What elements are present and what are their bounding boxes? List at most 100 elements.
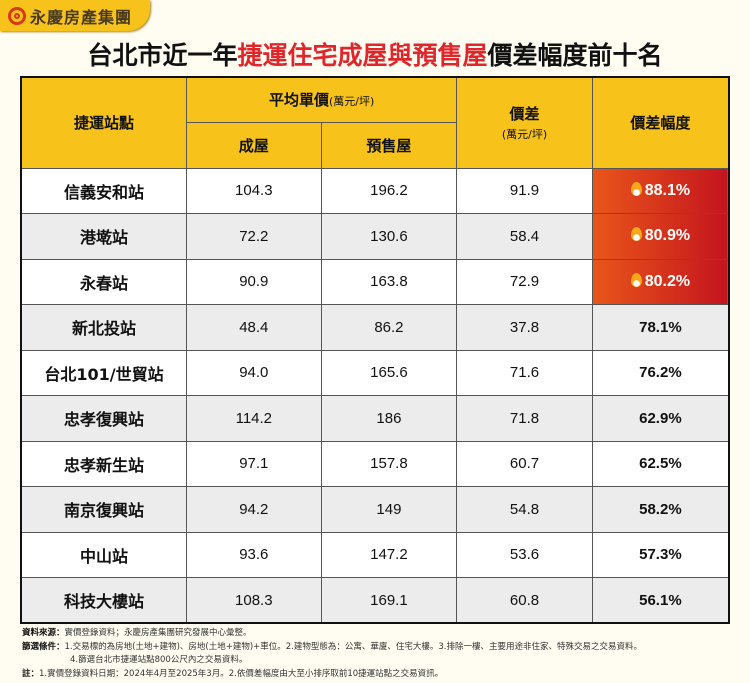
existing-price-cell: 90.9 — [186, 258, 322, 305]
diff-label: 價差 — [509, 105, 540, 124]
presale-price-cell: 163.8 — [320, 258, 458, 305]
header-pct: 價差幅度 — [591, 76, 730, 169]
diff-cell-text: 53.6 — [509, 546, 540, 564]
table-row: 港墘站 72.2 130.6 58.4 80.9% — [20, 213, 730, 260]
presale-price-cell-text: 147.2 — [370, 546, 408, 564]
pct-cell-text: 62.5% — [639, 455, 682, 473]
pct-cell: 56.1% — [591, 577, 730, 624]
table-row: 忠孝復興站 114.2 186 71.8 62.9% — [20, 395, 730, 442]
station-cell: 信義安和站 — [20, 167, 187, 214]
diff-cell: 71.6 — [456, 349, 593, 396]
diff-cell: 60.7 — [456, 440, 593, 487]
station-cell: 台北101/世貿站 — [20, 349, 187, 396]
brand-logo: 永慶房產集團 — [0, 0, 150, 31]
filter-text-2: 4.篩選台北市捷運站點800公尺內之交易資料。 — [70, 655, 248, 665]
presale-price-cell: 169.1 — [320, 577, 458, 624]
note-text: 1.實價登錄資料日期：2024年4月至2025年3月。2.依價差幅度由大至小排序… — [39, 668, 444, 679]
presale-price-cell-text: 196.2 — [370, 182, 408, 200]
station-cell: 中山站 — [20, 531, 187, 578]
presale-price-cell-text: 149 — [376, 500, 402, 518]
title-highlight: 捷運住宅成屋與預售屋 — [237, 41, 488, 70]
existing-price-cell-text: 90.9 — [239, 273, 269, 291]
station-cell: 忠孝復興站 — [20, 395, 187, 442]
station-cell-text: 中山站 — [79, 546, 128, 566]
station-cell: 新北投站 — [20, 304, 187, 351]
note-label: 註： — [22, 668, 40, 679]
logo-icon — [8, 6, 26, 25]
presale-price-cell: 196.2 — [320, 167, 458, 214]
presale-price-cell-text: 186 — [376, 409, 402, 427]
existing-price-cell: 94.2 — [186, 486, 322, 533]
presale-price-cell-text: 169.1 — [370, 591, 408, 609]
station-cell-text: 新北投站 — [71, 319, 136, 339]
station-cell-text: 科技大樓站 — [63, 592, 144, 611]
existing-price-cell-text: 94.0 — [239, 364, 269, 382]
header-diff: 價差 (萬元/坪) — [456, 76, 593, 169]
table-row: 信義安和站 104.3 196.2 91.9 88.1% — [20, 167, 730, 214]
source-label: 資料來源： — [22, 628, 65, 638]
pct-cell-text: 57.3% — [639, 546, 682, 564]
pct-cell-text: 58.2% — [639, 500, 682, 518]
diff-cell-text: 58.4 — [509, 227, 540, 245]
diff-cell: 37.8 — [456, 304, 593, 351]
pct-cell-text: 56.1% — [639, 591, 682, 609]
existing-price-cell-text: 97.1 — [239, 455, 269, 473]
table-row: 忠孝新生站 97.1 157.8 60.7 62.5% — [20, 440, 730, 487]
existing-price-cell: 93.6 — [186, 531, 322, 578]
presale-price-cell-text: 165.6 — [370, 364, 408, 382]
pct-cell-text: 88.1% — [644, 181, 691, 199]
pct-cell-text: 80.9% — [644, 227, 691, 245]
table-row: 台北101/世貿站 94.0 165.6 71.6 76.2% — [20, 349, 730, 396]
diff-cell-text: 60.7 — [509, 455, 540, 473]
diff-cell: 58.4 — [456, 213, 593, 260]
table-row: 中山站 93.6 147.2 53.6 57.3% — [20, 531, 730, 578]
avg-price-unit: (萬元/坪) — [328, 95, 375, 109]
price-gap-table: 捷運站點 平均單價(萬元/坪) 價差 (萬元/坪) 價差幅度 成屋 預售屋 信義安… — [20, 76, 730, 624]
existing-price-cell: 94.0 — [186, 349, 322, 396]
diff-cell: 72.9 — [456, 258, 593, 305]
table-row: 新北投站 48.4 86.2 37.8 78.1% — [20, 304, 730, 351]
flame-icon — [630, 272, 642, 287]
existing-price-cell: 104.3 — [186, 167, 322, 214]
pct-cell: 80.9% — [591, 213, 730, 260]
flame-icon — [630, 181, 642, 196]
source-text: 實價登錄資料；永慶房產集團研究發展中心彙整。 — [64, 628, 252, 638]
presale-price-cell: 147.2 — [320, 531, 458, 578]
station-cell-text: 台北101/世貿站 — [44, 364, 164, 384]
station-cell: 忠孝新生站 — [20, 440, 187, 487]
header-station: 捷運站點 — [20, 76, 187, 169]
header-avg-price: 平均單價(萬元/坪) — [185, 76, 458, 123]
presale-price-cell-text: 157.8 — [370, 455, 408, 473]
existing-price-cell: 114.2 — [186, 395, 322, 442]
avg-price-label: 平均單價 — [268, 91, 329, 110]
diff-cell-text: 54.8 — [509, 500, 540, 518]
station-cell: 港墘站 — [20, 213, 187, 260]
presale-price-cell: 86.2 — [320, 304, 458, 351]
pct-cell: 58.2% — [591, 486, 730, 533]
diff-cell-text: 60.8 — [509, 591, 540, 609]
presale-price-cell-text: 163.8 — [370, 273, 408, 291]
existing-price-cell-text: 48.4 — [239, 318, 269, 336]
presale-price-cell: 165.6 — [320, 349, 458, 396]
station-cell-text: 忠孝新生站 — [63, 455, 144, 475]
diff-cell: 53.6 — [456, 531, 593, 578]
pct-cell-text: 76.2% — [639, 364, 682, 382]
station-cell-text: 南京復興站 — [63, 501, 144, 521]
diff-cell-text: 72.9 — [509, 273, 540, 291]
pct-cell: 78.1% — [591, 304, 730, 351]
diff-cell: 71.8 — [456, 395, 593, 442]
table-row: 南京復興站 94.2 149 54.8 58.2% — [20, 486, 730, 533]
existing-price-cell-text: 93.6 — [239, 546, 269, 564]
presale-price-cell-text: 86.2 — [374, 318, 404, 336]
pct-cell-text: 78.1% — [639, 318, 682, 336]
station-cell-text: 永春站 — [79, 273, 128, 293]
presale-price-cell: 186 — [320, 395, 458, 442]
presale-price-cell: 157.8 — [320, 440, 458, 487]
existing-price-cell: 48.4 — [186, 304, 322, 351]
presale-price-cell: 149 — [320, 486, 458, 533]
diff-cell: 91.9 — [456, 167, 593, 214]
diff-cell: 60.8 — [456, 577, 593, 624]
page-title: 台北市近一年捷運住宅成屋與預售屋價差幅度前十名 — [0, 36, 750, 72]
title-prefix: 台北市近一年 — [87, 41, 238, 70]
footnotes: 資料來源：實價登錄資料；永慶房產集團研究發展中心彙整。 篩選條件：1.交易標的為… — [22, 627, 642, 681]
